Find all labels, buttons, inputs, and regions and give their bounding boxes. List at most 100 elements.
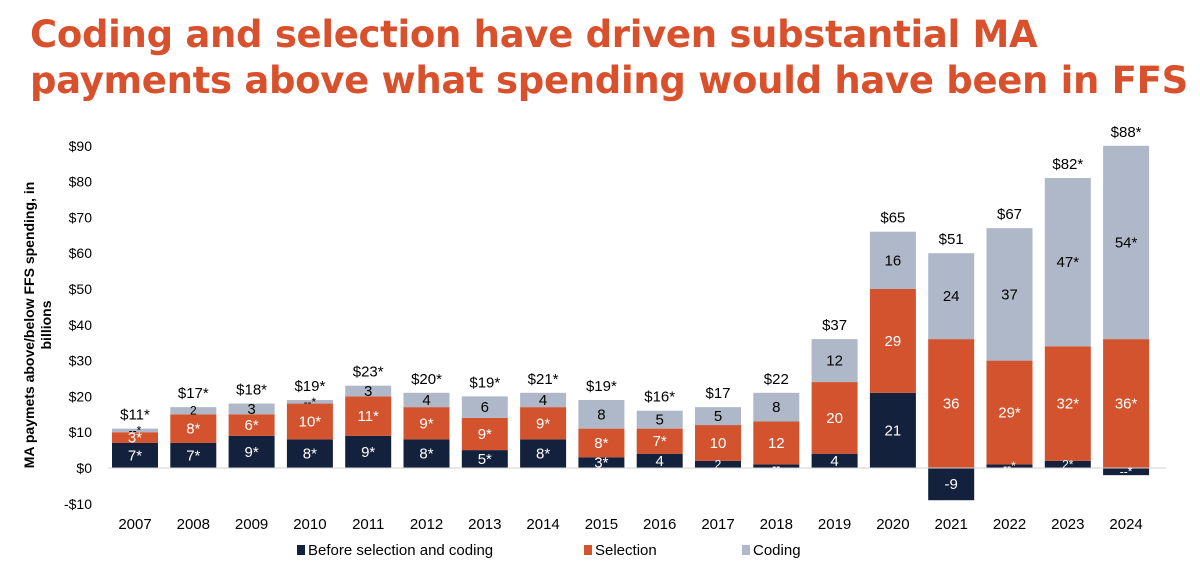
bar-total-label: $82* [1052, 156, 1083, 173]
segment-label: 36 [943, 396, 960, 413]
bar-segment [286, 403, 333, 440]
segment-label: 10* [299, 413, 322, 430]
y-tick-label: $40 [69, 317, 93, 333]
bar-segment [170, 407, 217, 415]
segment-label: 12 [826, 353, 843, 370]
segment-label: 3 [247, 401, 255, 418]
segment-label: 8* [303, 446, 317, 463]
segment-label: --* [1120, 465, 1133, 479]
bar-segment [986, 228, 1033, 361]
bar-segment [811, 339, 858, 383]
bar-segment [345, 385, 392, 397]
bar-segment [986, 464, 1033, 468]
segment-label: --* [1003, 459, 1016, 473]
segment-label: 9* [361, 444, 375, 461]
segment-label: 7* [128, 447, 142, 464]
x-tick-label: 2010 [293, 516, 326, 533]
segment-label: 8 [772, 399, 780, 416]
segment-label: 8* [536, 446, 550, 463]
bar-segment [578, 457, 625, 468]
segment-label: 2 [190, 404, 197, 418]
segment-label: 21 [885, 422, 902, 439]
chart-title: Coding and selection have driven substan… [30, 12, 1190, 104]
bar-total-label: $16* [644, 389, 675, 406]
bar-total-label: $51 [939, 231, 964, 248]
segment-label: 8* [186, 421, 200, 438]
bar-segment [1044, 178, 1091, 347]
bar-segment [520, 407, 567, 440]
bar-segment [928, 253, 975, 340]
x-tick-label: 2013 [468, 516, 501, 533]
bar-segment [112, 432, 158, 443]
bar-total-label: $19* [586, 378, 617, 395]
segment-label: 9* [536, 415, 550, 432]
y-tick-label: $90 [69, 138, 93, 154]
bar-total-label: $19* [469, 374, 500, 391]
bar-segment [578, 399, 625, 429]
segment-label: 9* [245, 444, 259, 461]
segment-label: 10 [710, 435, 727, 452]
x-tick-label: 2021 [935, 516, 968, 533]
bar-segment [112, 428, 158, 433]
bar-total-label: $19* [294, 378, 325, 395]
bar-segment [753, 421, 800, 465]
bar-total-label: $37 [822, 317, 847, 334]
bar-segment [1103, 145, 1150, 340]
bar-segment [345, 435, 392, 468]
y-axis-title: billions [38, 300, 54, 349]
bar-total-label: $20* [411, 371, 442, 388]
bar-segment [286, 399, 333, 404]
segment-label: 7* [186, 447, 200, 464]
legend-swatch [584, 545, 592, 555]
segment-label: 8* [419, 446, 433, 463]
segment-label: 3 [364, 383, 372, 400]
segment-label: -9 [945, 476, 958, 493]
bar-segment [170, 414, 217, 443]
segment-label: 47* [1057, 254, 1080, 271]
bar-segment [928, 468, 975, 501]
bar-segment [403, 407, 450, 440]
x-tick-label: 2017 [701, 516, 734, 533]
bar-total-label: $17* [178, 385, 209, 402]
segment-label: 6 [481, 399, 489, 416]
bar-segment [636, 428, 683, 454]
segment-label: 20 [826, 410, 843, 427]
segment-label: 12 [768, 435, 785, 452]
y-tick-label: $30 [69, 353, 93, 369]
x-tick-label: 2019 [818, 516, 851, 533]
segment-label: 2 [715, 457, 722, 471]
chart-title-line: Coding and selection have driven substan… [30, 13, 1038, 56]
y-axis-title: MA paymets above/below FFS spending, in [21, 182, 37, 469]
segment-label: --* [304, 395, 317, 409]
bar-total-label: $22 [764, 371, 789, 388]
y-tick-label: $80 [69, 174, 93, 190]
bar-segment [811, 453, 858, 468]
bar-segment [228, 414, 275, 436]
bar-segment [753, 392, 800, 422]
legend-label: Coding [753, 542, 801, 559]
legend-label: Selection [595, 542, 657, 559]
segment-label: 24 [943, 288, 960, 305]
segment-label: 7* [653, 433, 667, 450]
segment-label: 37 [1001, 286, 1018, 303]
y-tick-label: $70 [69, 209, 93, 225]
segment-label: 36* [1115, 396, 1138, 413]
segment-label: 5 [656, 412, 664, 429]
bar-segment [520, 439, 567, 468]
segment-label: 4 [830, 453, 838, 470]
bar-segment [636, 410, 683, 429]
bar-segment [403, 392, 450, 408]
x-tick-label: 2011 [352, 516, 384, 533]
x-tick-label: 2023 [1051, 516, 1084, 533]
bar-total-label: $88* [1111, 124, 1142, 141]
bar-segment [695, 460, 741, 468]
x-tick-label: 2024 [1109, 516, 1142, 533]
segment-label: 2* [1062, 457, 1074, 471]
legend-swatch [742, 545, 750, 555]
legend-swatch [297, 545, 305, 555]
bar-segment [228, 435, 275, 468]
x-tick-label: 2020 [876, 516, 909, 533]
bar-total-label: $17 [705, 385, 730, 402]
segment-label: 54* [1115, 234, 1138, 251]
